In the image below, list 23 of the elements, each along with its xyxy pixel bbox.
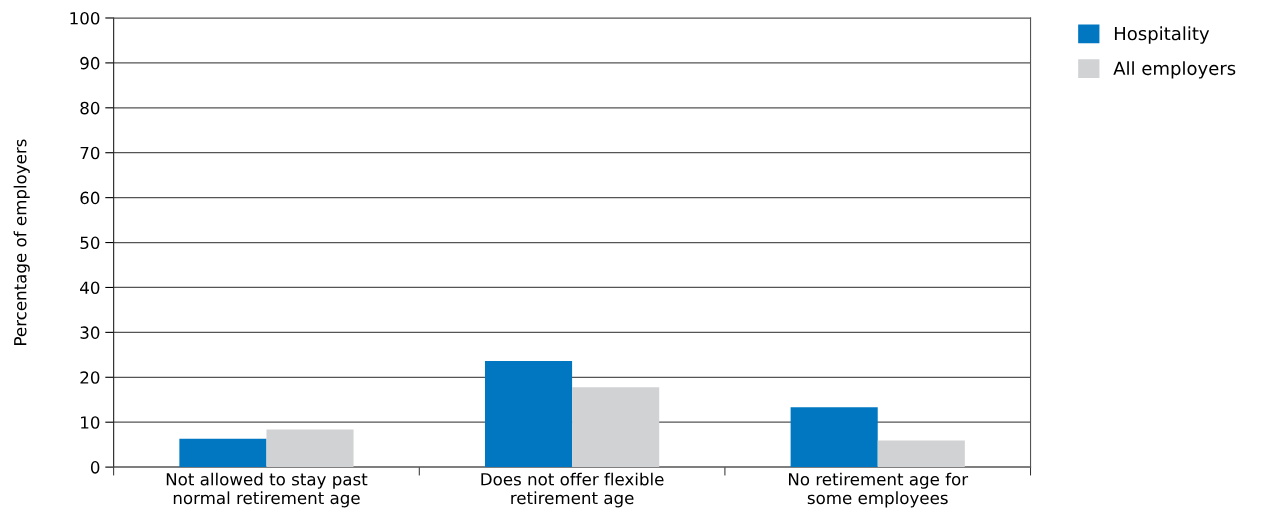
bar	[790, 407, 878, 468]
y-tick-label: 20	[80, 371, 100, 384]
y-tick-label: 80	[80, 101, 100, 115]
x-tick-label: No retirement age for some employees	[788, 472, 969, 508]
bar	[266, 429, 354, 468]
legend-label: All employers	[1113, 61, 1236, 79]
y-tick-label: 40	[80, 281, 100, 295]
x-tick-label: Not allowed to stay past normal retirement age	[166, 472, 368, 508]
y-tick-label: 30	[80, 326, 100, 339]
bar	[484, 361, 573, 468]
y-tick-label: 90	[80, 56, 100, 70]
y-tick-label: 10	[81, 416, 100, 429]
y-tick-label: 70	[80, 146, 100, 160]
y-axis-title: Percentage of employers	[13, 139, 30, 345]
y-tick-label: 100	[70, 11, 100, 25]
legend-label: Hospitality	[1114, 26, 1210, 44]
bar	[572, 387, 660, 468]
y-tick-label: 50	[80, 236, 100, 250]
bar	[877, 440, 965, 468]
y-tick-label: 0	[90, 461, 100, 474]
x-tick-label: Does not offer flexible retirement age	[481, 472, 664, 508]
bar	[179, 438, 267, 468]
y-tick-label: 60	[80, 191, 100, 205]
